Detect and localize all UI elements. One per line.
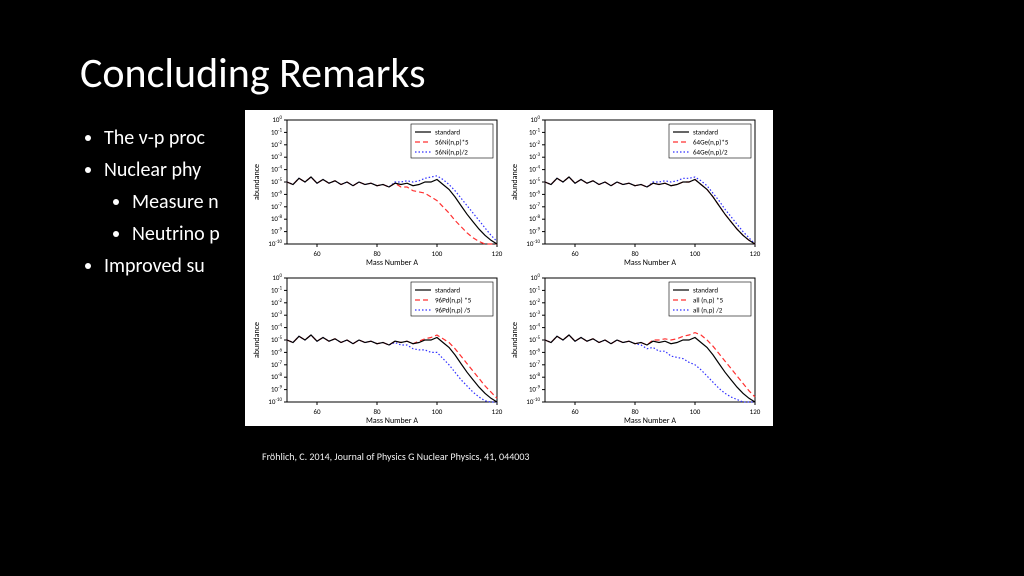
bullet-2: Nuclear phy Measure n Neutrino p xyxy=(104,156,220,248)
page-title: Concluding Remarks xyxy=(80,48,426,99)
svg-text:80: 80 xyxy=(631,249,639,258)
svg-text:Mass Number A: Mass Number A xyxy=(366,258,418,268)
svg-text:10-8: 10-8 xyxy=(271,372,283,381)
svg-text:60: 60 xyxy=(571,249,579,258)
svg-text:10-3: 10-3 xyxy=(271,152,283,161)
svg-text:100: 100 xyxy=(690,249,701,258)
svg-text:80: 80 xyxy=(373,249,381,258)
svg-text:Mass Number A: Mass Number A xyxy=(366,416,418,426)
chart-panel-0: 10-10 10-9 10-8 10-7 10-6 10-5 10-4 10-3 10-2 10-… xyxy=(249,114,503,268)
svg-text:120: 120 xyxy=(750,407,761,416)
svg-text:10-7: 10-7 xyxy=(271,360,283,369)
svg-text:60: 60 xyxy=(571,407,579,416)
svg-text:Mass Number A: Mass Number A xyxy=(624,258,676,268)
svg-text:abundance: abundance xyxy=(510,164,520,200)
svg-text:10-1: 10-1 xyxy=(529,127,541,136)
svg-text:10-2: 10-2 xyxy=(271,140,283,149)
svg-text:100: 100 xyxy=(530,115,540,124)
figure-panel-grid: 10-10 10-9 10-8 10-7 10-6 10-5 10-4 10-3 10-2 10-… xyxy=(245,110,773,426)
svg-text:100: 100 xyxy=(432,249,443,258)
svg-text:60: 60 xyxy=(313,249,321,258)
svg-text:56Ni(n,p)*5: 56Ni(n,p)*5 xyxy=(435,138,469,147)
svg-text:100: 100 xyxy=(272,273,282,282)
bullet-2b: Neutrino p xyxy=(132,220,220,248)
chart-panel-1: 10-10 10-9 10-8 10-7 10-6 10-5 10-4 10-3 10-2 10-… xyxy=(507,114,761,268)
svg-text:10-5: 10-5 xyxy=(529,335,541,344)
svg-text:10-1: 10-1 xyxy=(529,285,541,294)
chart-panel-2: 10-10 10-9 10-8 10-7 10-6 10-5 10-4 10-3 10-2 10-… xyxy=(249,272,503,426)
svg-text:10-7: 10-7 xyxy=(529,360,541,369)
svg-text:10-7: 10-7 xyxy=(529,202,541,211)
svg-text:standard: standard xyxy=(435,128,460,137)
svg-text:10-5: 10-5 xyxy=(271,177,283,186)
svg-text:abundance: abundance xyxy=(510,322,520,358)
svg-text:100: 100 xyxy=(272,115,282,124)
svg-text:100: 100 xyxy=(530,273,540,282)
bullet-2a: Measure n xyxy=(132,188,220,216)
svg-text:120: 120 xyxy=(492,407,503,416)
svg-text:10-2: 10-2 xyxy=(271,298,283,307)
svg-text:standard: standard xyxy=(693,128,718,137)
svg-text:10-3: 10-3 xyxy=(529,310,541,319)
slide: Concluding Remarks The ν-p proc Nuclear … xyxy=(0,0,1024,576)
svg-text:100: 100 xyxy=(432,407,443,416)
svg-text:10-10: 10-10 xyxy=(526,397,540,406)
svg-text:10-5: 10-5 xyxy=(271,335,283,344)
svg-text:10-6: 10-6 xyxy=(271,189,283,198)
svg-text:10-6: 10-6 xyxy=(529,189,541,198)
svg-text:10-4: 10-4 xyxy=(529,323,541,332)
svg-text:64Ge(n,p)/2: 64Ge(n,p)/2 xyxy=(693,148,728,157)
svg-text:10-3: 10-3 xyxy=(271,310,283,319)
svg-text:100: 100 xyxy=(690,407,701,416)
svg-text:10-9: 10-9 xyxy=(271,227,283,236)
svg-text:10-4: 10-4 xyxy=(271,165,283,174)
chart-panel-3: 10-10 10-9 10-8 10-7 10-6 10-5 10-4 10-3 10-2 10-… xyxy=(507,272,761,426)
svg-text:10-9: 10-9 xyxy=(271,385,283,394)
svg-text:10-5: 10-5 xyxy=(529,177,541,186)
svg-text:10-10: 10-10 xyxy=(526,239,540,248)
svg-text:all (n,p) *5: all (n,p) *5 xyxy=(693,296,724,305)
svg-text:80: 80 xyxy=(631,407,639,416)
svg-text:Mass Number A: Mass Number A xyxy=(624,416,676,426)
svg-text:10-4: 10-4 xyxy=(271,323,283,332)
svg-text:64Ge(n,p)*5: 64Ge(n,p)*5 xyxy=(693,138,729,147)
svg-text:10-6: 10-6 xyxy=(271,347,283,356)
bullet-1: The ν-p proc xyxy=(104,124,220,152)
svg-text:10-1: 10-1 xyxy=(271,127,283,136)
svg-text:120: 120 xyxy=(750,249,761,258)
svg-text:all (n,p) /2: all (n,p) /2 xyxy=(693,306,723,315)
svg-text:10-10: 10-10 xyxy=(268,239,282,248)
svg-text:96Pd(n,p) /5: 96Pd(n,p) /5 xyxy=(435,306,471,315)
svg-text:56Ni(n,p)/2: 56Ni(n,p)/2 xyxy=(435,148,468,157)
figure-caption: Fröhlich, C. 2014, Journal of Physics G … xyxy=(262,450,529,463)
svg-text:10-9: 10-9 xyxy=(529,227,541,236)
svg-text:10-8: 10-8 xyxy=(529,214,541,223)
svg-text:abundance: abundance xyxy=(252,322,262,358)
bullet-3: Improved su xyxy=(104,252,220,280)
svg-text:10-7: 10-7 xyxy=(271,202,283,211)
svg-text:standard: standard xyxy=(435,286,460,295)
svg-text:10-6: 10-6 xyxy=(529,347,541,356)
svg-text:10-8: 10-8 xyxy=(529,372,541,381)
svg-text:80: 80 xyxy=(373,407,381,416)
svg-text:10-2: 10-2 xyxy=(529,140,541,149)
svg-text:standard: standard xyxy=(693,286,718,295)
svg-text:10-10: 10-10 xyxy=(268,397,282,406)
svg-text:10-3: 10-3 xyxy=(529,152,541,161)
svg-text:10-8: 10-8 xyxy=(271,214,283,223)
svg-text:10-1: 10-1 xyxy=(271,285,283,294)
svg-text:96Pd(n,p) *5: 96Pd(n,p) *5 xyxy=(435,296,472,305)
svg-text:10-4: 10-4 xyxy=(529,165,541,174)
svg-text:60: 60 xyxy=(313,407,321,416)
bullet-list: The ν-p proc Nuclear phy Measure n Neutr… xyxy=(80,120,220,284)
svg-text:10-9: 10-9 xyxy=(529,385,541,394)
svg-text:abundance: abundance xyxy=(252,164,262,200)
svg-text:10-2: 10-2 xyxy=(529,298,541,307)
svg-text:120: 120 xyxy=(492,249,503,258)
